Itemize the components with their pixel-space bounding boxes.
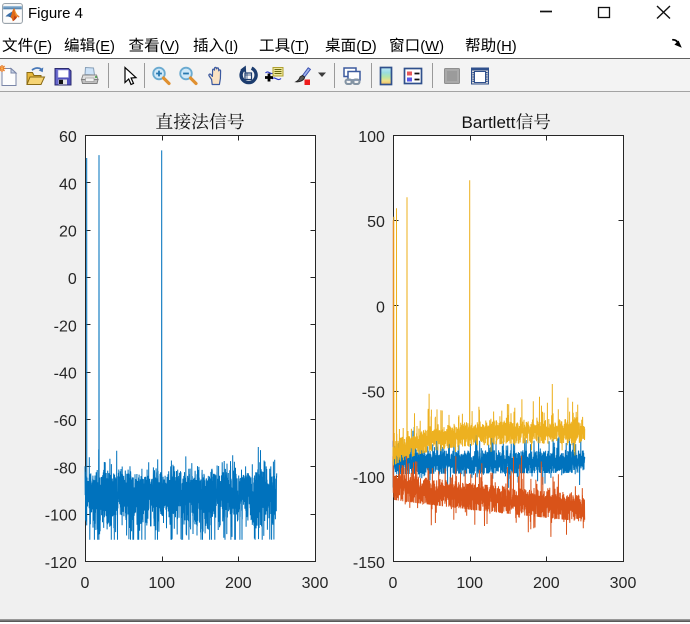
svg-text:(H): (H)	[496, 39, 517, 55]
svg-text:-120: -120	[45, 555, 77, 572]
svg-text:0: 0	[389, 575, 398, 592]
svg-text:100: 100	[456, 575, 483, 592]
svg-text:(V): (V)	[160, 39, 180, 55]
svg-text:Bartlett: Bartlett	[462, 113, 516, 132]
svg-text:-50: -50	[362, 385, 385, 402]
svg-text:-40: -40	[54, 366, 77, 383]
svg-text:-20: -20	[54, 318, 77, 335]
svg-text:60: 60	[59, 129, 77, 146]
svg-text:300: 300	[610, 575, 637, 592]
svg-text:40: 40	[59, 176, 77, 193]
svg-text:0: 0	[68, 271, 77, 288]
svg-text:(E): (E)	[95, 39, 115, 55]
svg-text:200: 200	[225, 575, 252, 592]
svg-text:-100: -100	[45, 508, 77, 525]
svg-text:50: 50	[367, 214, 385, 231]
svg-text:(I): (I)	[224, 39, 238, 55]
svg-text:0: 0	[81, 575, 90, 592]
svg-text:(D): (D)	[356, 39, 377, 55]
svg-text:20: 20	[59, 224, 77, 241]
svg-text:200: 200	[533, 575, 560, 592]
svg-text:100: 100	[358, 129, 385, 146]
svg-text:-80: -80	[54, 460, 77, 477]
svg-text:-150: -150	[353, 555, 385, 572]
svg-text:-100: -100	[353, 470, 385, 487]
svg-text:0: 0	[376, 299, 385, 316]
svg-text:-60: -60	[54, 413, 77, 430]
svg-text:(T): (T)	[290, 39, 309, 55]
svg-text:(F): (F)	[33, 39, 52, 55]
svg-text:300: 300	[302, 575, 329, 592]
svg-text:100: 100	[148, 575, 175, 592]
svg-text:(W): (W)	[420, 39, 444, 55]
